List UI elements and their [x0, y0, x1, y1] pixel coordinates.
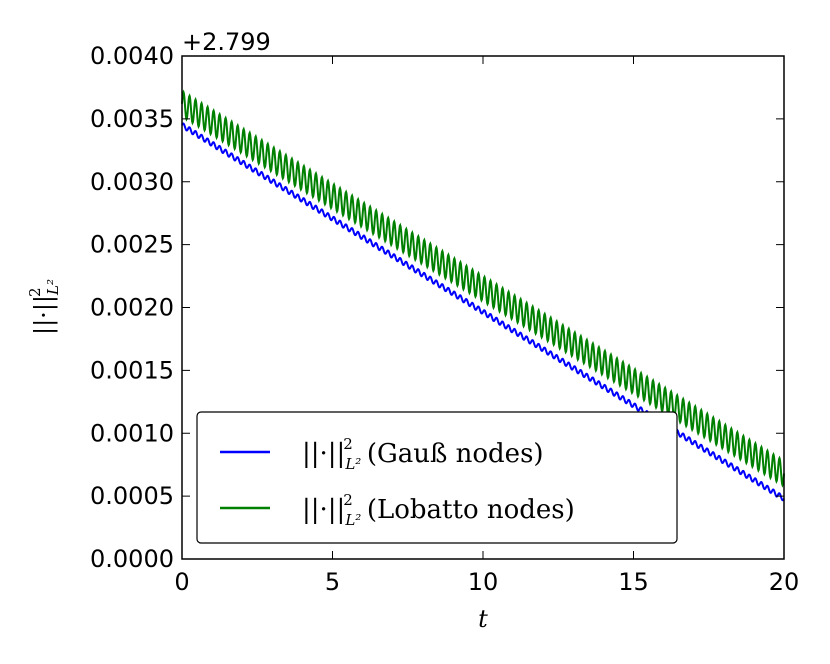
x-tick-label: 0 [174, 568, 189, 596]
x-tick-label: 20 [769, 568, 800, 596]
ticks-layer: 0 5 10 15 20 0.0000 0.0005 0.0010 0.0015 0.0020 0.… [90, 42, 799, 596]
y-tick-label: 0.0000 [90, 545, 174, 573]
legend-box [196, 411, 678, 544]
legend-label-lobatto: ||·||L²2 (Lobatto nodes) [302, 491, 575, 529]
y-tick-label: 0.0030 [90, 168, 174, 196]
series-line-lobatto [181, 89, 785, 488]
x-axis-label: t [478, 605, 488, 633]
y-axis-label-base: ||·|| [30, 295, 59, 335]
y-axis-label: ||·||L²2 [26, 279, 62, 335]
y-tick-label: 0.0020 [90, 294, 174, 322]
legend: ||·||L²2 (Gauß nodes) ||·||L²2 (Lobatto no… [196, 411, 678, 544]
y-offset-label: +2.799 [182, 28, 271, 56]
y-tick-label: 0.0005 [90, 482, 174, 510]
svg-text:||·||L²2: ||·||L²2 [26, 279, 62, 335]
y-axis-label-sub: L² [44, 279, 62, 296]
y-tick-label: 0.0015 [90, 356, 174, 384]
x-tick-label: 10 [468, 568, 499, 596]
x-tick-label: 5 [325, 568, 340, 596]
y-tick-label: 0.0040 [90, 42, 174, 70]
series-layer [181, 89, 785, 502]
x-tick-label: 15 [618, 568, 649, 596]
y-tick-label: 0.0025 [90, 231, 174, 259]
series-line-gauss [181, 122, 785, 502]
y-axis-label-sup: 2 [26, 287, 44, 297]
y-tick-label: 0.0010 [90, 419, 174, 447]
legend-label-gauss: ||·||L²2 (Gauß nodes) [302, 435, 544, 473]
y-tick-label: 0.0035 [90, 105, 174, 133]
